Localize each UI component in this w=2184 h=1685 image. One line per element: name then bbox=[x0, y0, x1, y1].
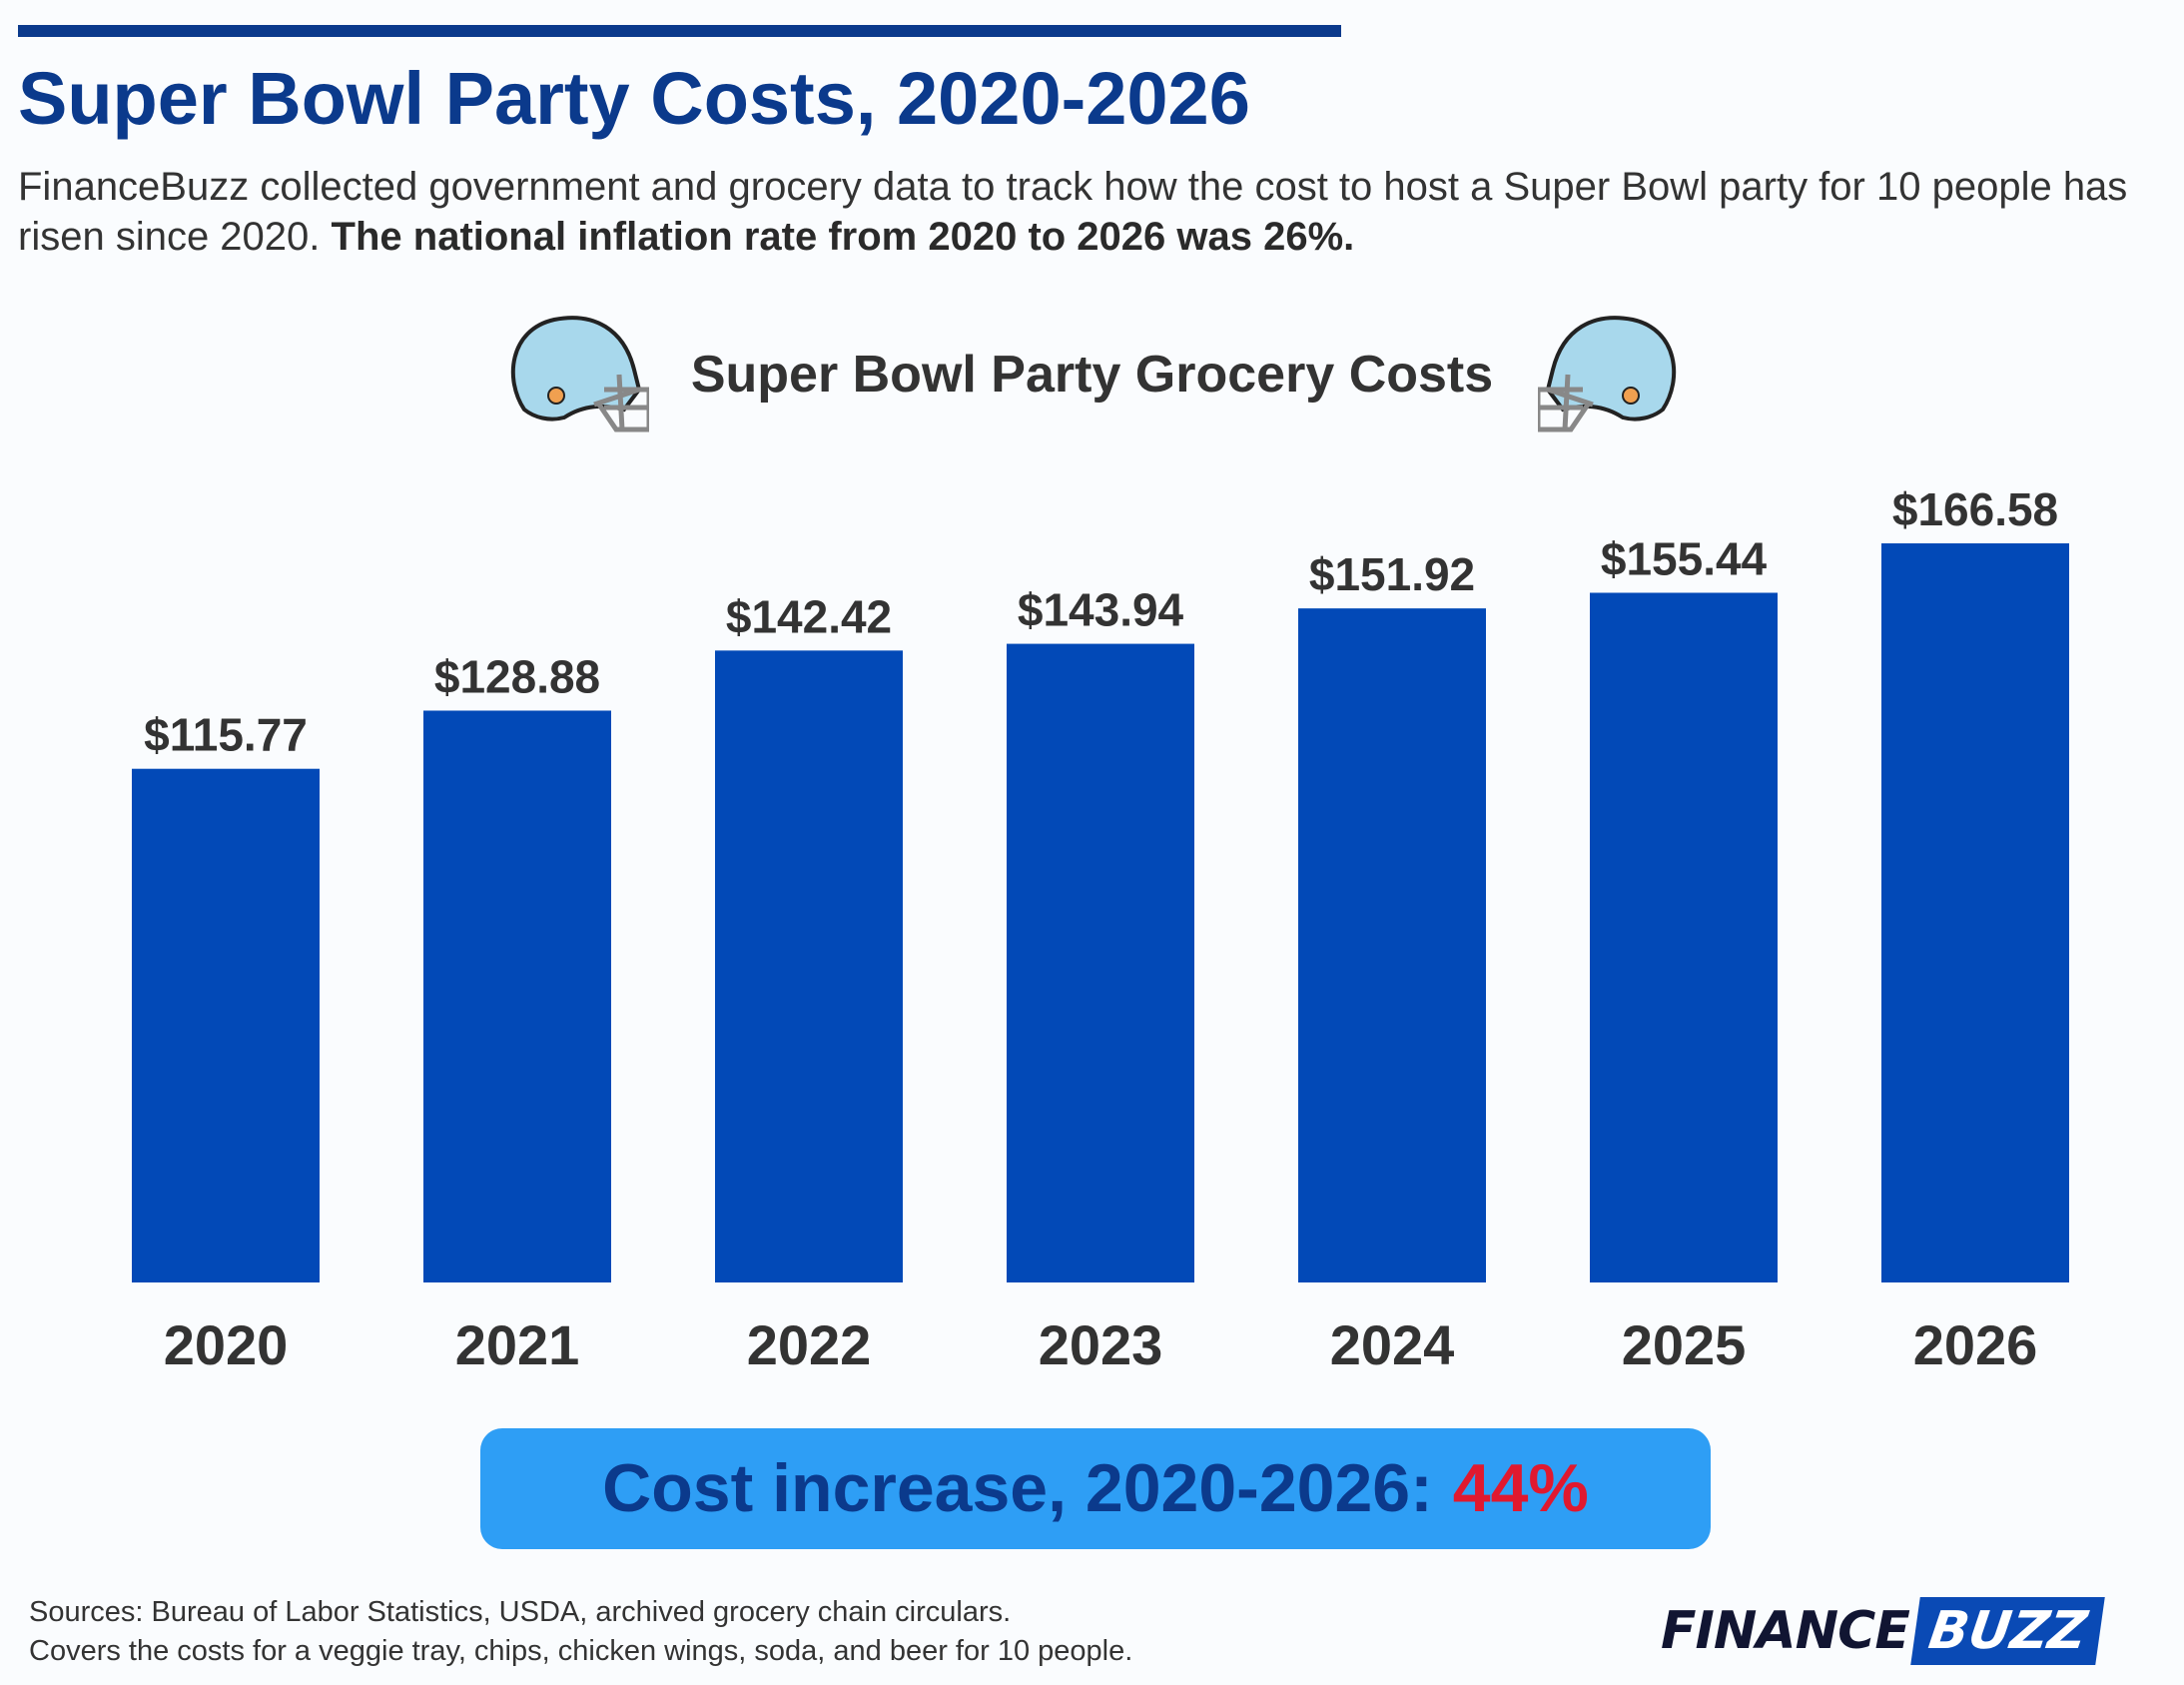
x-tick-label: 2025 bbox=[1622, 1313, 1747, 1376]
cost-increase-banner: Cost increase, 2020-2026: 44% bbox=[480, 1428, 1711, 1549]
x-tick-label: 2021 bbox=[455, 1313, 580, 1376]
football-helmet-icon bbox=[1538, 316, 1677, 432]
logo-part2: BUZZ bbox=[1910, 1597, 2105, 1665]
data-label: $128.88 bbox=[434, 650, 600, 702]
top-rule bbox=[18, 25, 1341, 37]
data-label: $115.77 bbox=[144, 709, 308, 761]
bar-2021 bbox=[423, 710, 611, 1282]
bar-2020 bbox=[132, 768, 320, 1282]
x-tick-label: 2020 bbox=[164, 1313, 289, 1376]
financebuzz-logo: FINANCE BUZZ bbox=[1661, 1594, 2105, 1668]
x-tick-label: 2023 bbox=[1039, 1313, 1163, 1376]
banner-value: 44% bbox=[1452, 1450, 1589, 1526]
data-label: $166.58 bbox=[1892, 483, 2058, 535]
note-text: Covers the costs for a veggie tray, chip… bbox=[29, 1635, 1133, 1667]
bar-2026 bbox=[1881, 543, 2069, 1282]
x-tick-label: 2022 bbox=[747, 1313, 872, 1376]
x-tick-label: 2024 bbox=[1330, 1313, 1455, 1376]
data-label: $143.94 bbox=[1018, 584, 1184, 636]
data-label: $155.44 bbox=[1601, 532, 1768, 584]
bar-2024 bbox=[1298, 608, 1486, 1282]
data-label: $142.42 bbox=[726, 590, 892, 642]
bar-2022 bbox=[715, 650, 903, 1282]
bar-2025 bbox=[1590, 592, 1778, 1282]
subtitle-bold: The national inflation rate from 2020 to… bbox=[331, 215, 1355, 259]
bar-chart: $115.77 2020 $128.88 2021 $142.42 2022 $143.94… bbox=[132, 483, 2069, 1376]
bar-2023 bbox=[1007, 643, 1194, 1282]
football-helmet-icon bbox=[510, 316, 649, 432]
subtitle: FinanceBuzz collected government and gro… bbox=[18, 162, 2165, 262]
sources-text: Sources: Bureau of Labor Statistics, USD… bbox=[29, 1596, 1012, 1628]
logo-part1: FINANCE bbox=[1661, 1601, 1910, 1661]
data-label: $151.92 bbox=[1309, 548, 1475, 600]
x-tick-label: 2026 bbox=[1913, 1313, 2038, 1376]
chart-title: Super Bowl Party Grocery Costs bbox=[690, 346, 1494, 404]
page-title: Super Bowl Party Costs, 2020-2026 bbox=[18, 57, 1250, 140]
subtitle-text: FinanceBuzz collected government and gro… bbox=[18, 165, 2128, 259]
banner-label: Cost increase, 2020-2026: bbox=[602, 1450, 1433, 1526]
